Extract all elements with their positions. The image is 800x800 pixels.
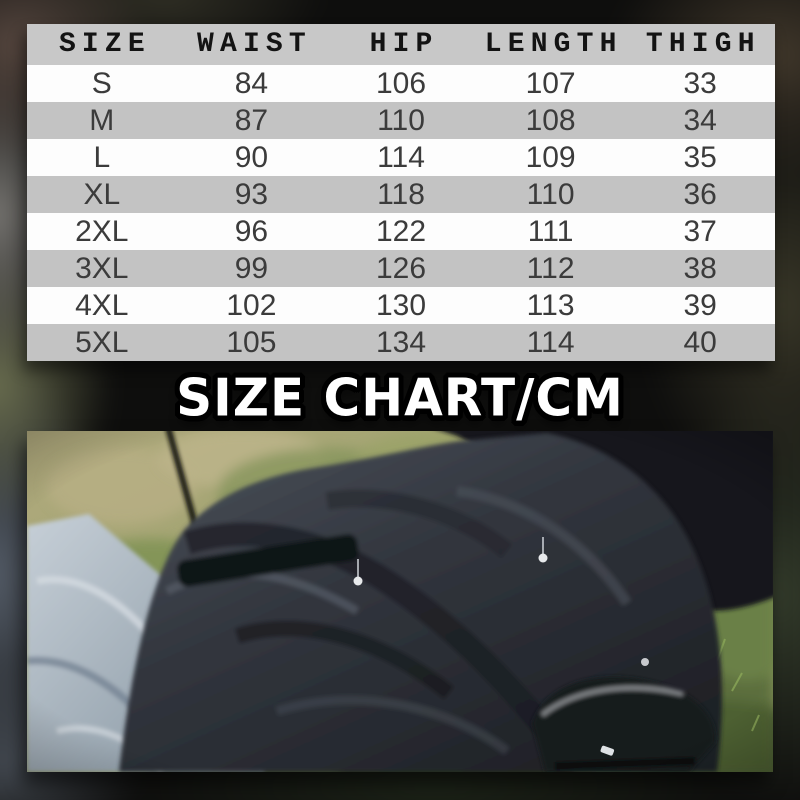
- table-cell: 112: [526, 251, 575, 285]
- table-row-3xl: 3XL 99 126 112 38: [27, 250, 775, 287]
- column-header-hip: HIP: [369, 29, 439, 60]
- table-cell: 87: [234, 103, 269, 137]
- table-header-row: SIZE WAIST HIP LENGTH THIGH: [27, 24, 775, 65]
- table-cell: 111: [527, 214, 574, 248]
- table-cell: 3XL: [75, 251, 129, 285]
- column-header-size: SIZE: [58, 29, 151, 60]
- table-row-s: S 84 106 107 33: [27, 65, 775, 102]
- table-cell: 36: [683, 177, 717, 211]
- table-cell: XL: [83, 177, 121, 211]
- table-cell: 114: [526, 325, 575, 359]
- product-photo: [27, 431, 773, 772]
- table-cell: 107: [525, 66, 576, 100]
- table-row-4xl: 4XL 102 130 113 39: [27, 287, 775, 324]
- table-row-xl: XL 93 118 110 36: [27, 176, 775, 213]
- table-cell: 90: [234, 140, 269, 174]
- table-cell: 134: [375, 325, 427, 359]
- table-row-5xl: 5XL 105 134 114 40: [27, 324, 775, 361]
- table-cell: 5XL: [75, 325, 129, 359]
- table-row-m: M 87 110 108 34: [27, 102, 775, 139]
- size-chart-table: SIZE WAIST HIP LENGTH THIGH S 84 106 107…: [27, 24, 775, 361]
- table-cell: 114: [377, 140, 425, 174]
- table-cell: 118: [377, 177, 425, 211]
- table-cell: 108: [525, 103, 576, 137]
- table-cell: 126: [375, 251, 427, 285]
- table-cell: 113: [526, 288, 575, 322]
- table-row-2xl: 2XL 96 122 111 37: [27, 213, 775, 250]
- table-cell: 96: [234, 214, 269, 248]
- table-cell: 105: [226, 325, 277, 359]
- column-header-length: LENGTH: [484, 29, 623, 60]
- table-cell: M: [89, 103, 115, 137]
- table-cell: 38: [683, 251, 717, 285]
- table-cell: 93: [234, 177, 269, 211]
- product-photo-illustration: [27, 431, 773, 772]
- table-cell: S: [91, 66, 112, 100]
- vignette: [27, 431, 773, 772]
- column-header-thigh: THIGH: [645, 29, 761, 60]
- table-cell: 2XL: [75, 214, 129, 248]
- table-cell: 130: [375, 288, 427, 322]
- table-cell: 39: [683, 288, 717, 322]
- table-cell: 110: [526, 177, 575, 211]
- table-cell: 33: [683, 66, 717, 100]
- table-cell: 99: [234, 251, 269, 285]
- table-cell: 122: [375, 214, 427, 248]
- table-cell: 40: [683, 325, 717, 359]
- table-cell: 109: [525, 140, 576, 174]
- table-cell: L: [93, 140, 111, 174]
- table-cell: 37: [683, 214, 717, 248]
- table-cell: 106: [375, 66, 427, 100]
- banner: SIZE CHART/CM: [0, 366, 800, 430]
- table-row-l: L 90 114 109 35: [27, 139, 775, 176]
- table-cell: 84: [234, 66, 269, 100]
- column-header-waist: WAIST: [197, 29, 312, 60]
- size-chart-title: SIZE CHART/CM: [176, 367, 624, 429]
- table-cell: 34: [683, 103, 717, 137]
- table-cell: 102: [226, 288, 277, 322]
- table-cell: 35: [683, 140, 717, 174]
- table-cell: 110: [377, 103, 425, 137]
- table-cell: 4XL: [75, 288, 129, 322]
